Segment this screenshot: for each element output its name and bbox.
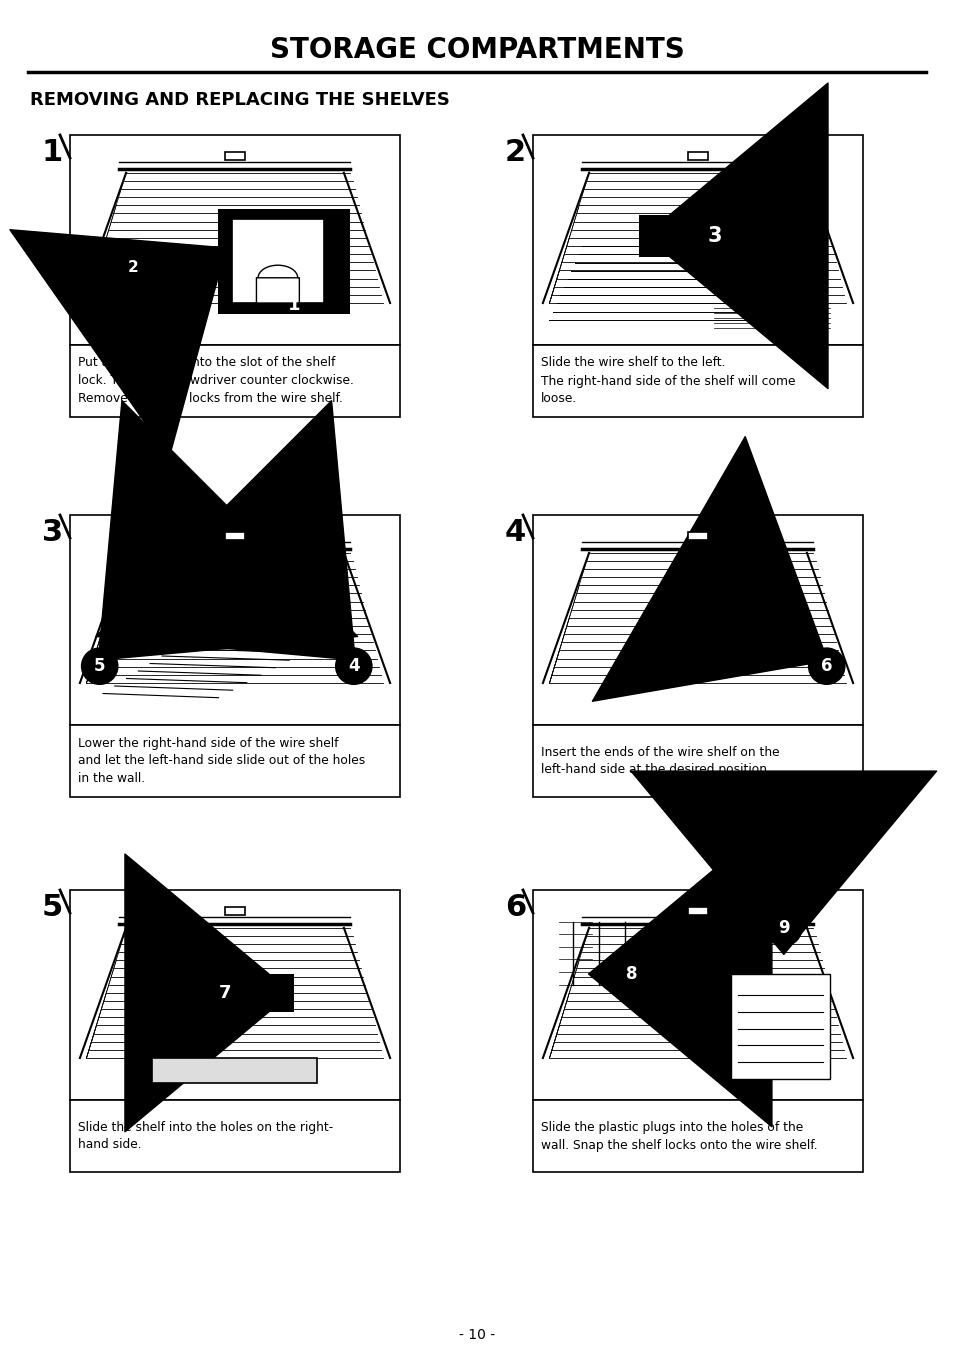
- Text: 6: 6: [821, 657, 832, 675]
- Text: 5: 5: [42, 892, 63, 922]
- FancyBboxPatch shape: [152, 1058, 317, 1083]
- FancyBboxPatch shape: [533, 135, 862, 346]
- FancyBboxPatch shape: [533, 1100, 862, 1172]
- Text: 7: 7: [218, 984, 232, 1002]
- FancyBboxPatch shape: [225, 151, 245, 161]
- Text: Insert the ends of the wire shelf on the
left-hand side at the desired position.: Insert the ends of the wire shelf on the…: [540, 745, 779, 776]
- FancyBboxPatch shape: [687, 532, 707, 540]
- FancyBboxPatch shape: [70, 346, 399, 417]
- Text: 9: 9: [778, 919, 789, 937]
- Text: 1: 1: [42, 138, 63, 167]
- FancyBboxPatch shape: [533, 890, 862, 1100]
- Text: 3: 3: [706, 225, 721, 246]
- FancyBboxPatch shape: [225, 907, 245, 915]
- Text: 6: 6: [504, 892, 526, 922]
- FancyBboxPatch shape: [169, 973, 294, 1011]
- FancyBboxPatch shape: [70, 514, 399, 725]
- Text: 1: 1: [288, 296, 300, 315]
- FancyBboxPatch shape: [533, 514, 862, 725]
- Text: REMOVING AND REPLACING THE SHELVES: REMOVING AND REPLACING THE SHELVES: [30, 90, 450, 109]
- Text: 2: 2: [504, 138, 525, 167]
- Text: 4: 4: [348, 657, 359, 675]
- FancyBboxPatch shape: [232, 219, 324, 302]
- Text: Slide the plastic plugs into the holes of the
wall. Snap the shelf locks onto th: Slide the plastic plugs into the holes o…: [540, 1120, 817, 1152]
- Text: - 10 -: - 10 -: [458, 1328, 495, 1342]
- Text: 3: 3: [42, 518, 63, 547]
- FancyBboxPatch shape: [533, 346, 862, 417]
- Text: 5: 5: [93, 657, 106, 675]
- FancyBboxPatch shape: [687, 151, 707, 161]
- FancyBboxPatch shape: [218, 208, 350, 313]
- Text: 2: 2: [127, 259, 138, 275]
- Text: 4: 4: [504, 518, 526, 547]
- FancyBboxPatch shape: [256, 278, 299, 302]
- Text: STORAGE COMPARTMENTS: STORAGE COMPARTMENTS: [270, 36, 683, 63]
- FancyBboxPatch shape: [638, 215, 753, 256]
- Circle shape: [765, 910, 801, 946]
- Text: Lower the right-hand side of the wire shelf
and let the left-hand side slide out: Lower the right-hand side of the wire sh…: [78, 737, 365, 786]
- Circle shape: [613, 956, 649, 992]
- Text: 8: 8: [625, 965, 638, 983]
- Circle shape: [808, 648, 844, 684]
- Circle shape: [81, 648, 118, 684]
- FancyBboxPatch shape: [70, 1100, 399, 1172]
- FancyBboxPatch shape: [70, 135, 399, 346]
- Text: Slide the wire shelf to the left.
The right-hand side of the shelf will come
loo: Slide the wire shelf to the left. The ri…: [540, 356, 795, 405]
- Ellipse shape: [258, 265, 297, 290]
- Text: Slide the shelf into the holes on the right-
hand side.: Slide the shelf into the holes on the ri…: [78, 1120, 333, 1152]
- Circle shape: [112, 246, 154, 289]
- FancyBboxPatch shape: [225, 532, 245, 540]
- Circle shape: [335, 648, 372, 684]
- FancyBboxPatch shape: [70, 890, 399, 1100]
- Text: Put a screwdriver into the slot of the shelf
lock. Turn the screwdriver counter : Put a screwdriver into the slot of the s…: [78, 356, 354, 405]
- FancyBboxPatch shape: [687, 907, 707, 915]
- FancyBboxPatch shape: [70, 725, 399, 796]
- FancyBboxPatch shape: [730, 973, 829, 1079]
- FancyBboxPatch shape: [533, 725, 862, 796]
